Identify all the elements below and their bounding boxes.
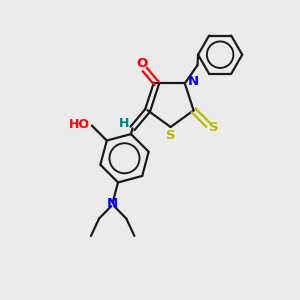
Text: S: S (167, 129, 176, 142)
Text: HO: HO (69, 118, 90, 130)
Text: S: S (208, 121, 218, 134)
Text: H: H (118, 118, 129, 130)
Text: N: N (107, 197, 118, 210)
Text: O: O (136, 57, 147, 70)
Text: N: N (188, 75, 199, 88)
